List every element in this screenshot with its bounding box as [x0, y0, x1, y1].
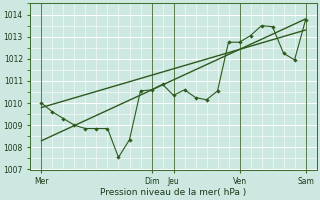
X-axis label: Pression niveau de la mer( hPa ): Pression niveau de la mer( hPa ): [100, 188, 247, 197]
